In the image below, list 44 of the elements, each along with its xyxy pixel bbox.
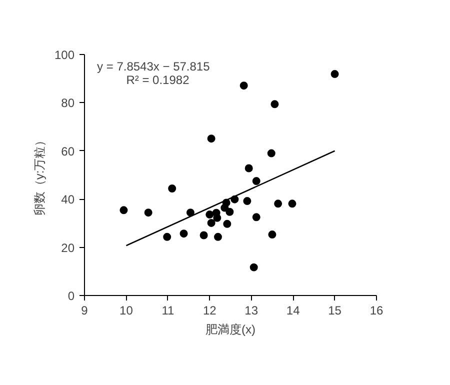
x-axis-title: 肥満度(x) [206,322,256,336]
point [144,208,152,217]
point [226,208,234,216]
point [252,177,260,186]
x-tick-label: 15 [328,304,342,318]
point [200,231,208,240]
point [214,232,222,241]
point [223,220,232,228]
x-tick-label: 10 [120,304,134,318]
point [267,149,276,158]
point [288,200,296,208]
point [168,184,176,192]
annotation: R² = 0.1982 [126,72,190,87]
point [186,208,194,217]
x-tick-label: 12 [202,304,217,318]
y-tick-label: 100 [54,48,75,62]
annotation: y = 7.8543x − 57.815 [97,60,210,74]
point [330,70,339,78]
point [207,218,216,227]
point [212,208,220,217]
y-tick-label: 60 [61,144,75,158]
point [243,197,252,206]
point [274,200,282,208]
x-tick-label: 16 [370,304,384,318]
y-tick-label: 20 [61,240,75,255]
point [240,82,248,90]
point [120,206,128,214]
y-tick-label: 80 [61,96,75,110]
point [244,164,253,172]
x-tick-label: 9 [81,304,88,318]
point [250,263,258,272]
x-tick-label: 14 [286,304,300,318]
point [270,100,279,108]
point [163,232,172,241]
point [252,213,260,222]
point [268,230,276,239]
y-axis-title: 卵数（y:万粒） [32,134,46,216]
point [207,134,216,143]
point [180,230,188,238]
x-tick-label: 13 [244,304,258,318]
point [206,210,214,219]
y-tick-label: 0 [68,289,75,303]
x-tick-label: 11 [162,304,174,318]
y-tick-label: 40 [61,192,75,207]
